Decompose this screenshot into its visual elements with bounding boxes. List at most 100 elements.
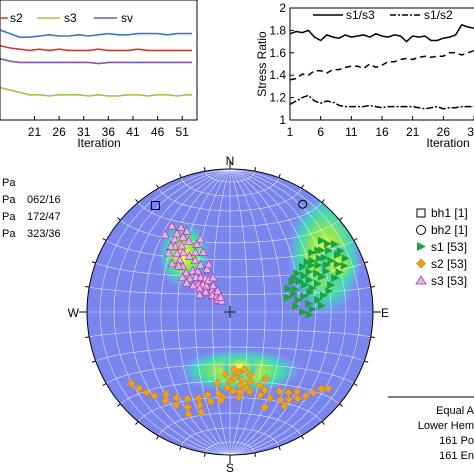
top-right-series-1 (289, 23, 474, 43)
s1-point (306, 288, 315, 297)
s3-point (195, 233, 205, 243)
top-left-x-tick-label: 31 (77, 125, 91, 139)
stereonet-tick (339, 403, 343, 407)
grid-small-circle (158, 188, 302, 212)
east-label: E (381, 306, 389, 320)
top-right-x-ticks: 161116212631 (287, 116, 474, 139)
s3-point (163, 247, 174, 257)
s2-point (309, 388, 318, 397)
grid-small-circle (180, 427, 280, 447)
legend-s3-label: s3 (64, 11, 77, 25)
s2-point (172, 400, 181, 410)
s1-point (300, 281, 309, 289)
top-left-x-tick-label: 46 (151, 125, 165, 139)
top-left-x-axis-title: Iteration (77, 136, 120, 150)
legend-bh2-marker (416, 225, 426, 235)
stereonet-tick (179, 446, 182, 451)
top-left-series-sv (0, 58, 193, 65)
summary-row-2-orientation: 062/16 (27, 194, 61, 206)
top-left-x-tick-label: 21 (28, 125, 42, 139)
s2-point (301, 391, 311, 401)
summary-row-3-orientation: 172/47 (27, 211, 61, 223)
s2-point (245, 370, 255, 379)
s3-point (178, 232, 188, 241)
s2-point (160, 396, 170, 406)
stereonet-tick (339, 217, 343, 221)
top-left-plot-lines (0, 29, 193, 97)
s3-point (178, 247, 188, 257)
legend-bh2-label: bh2 [1] (431, 223, 468, 237)
s1-point (292, 302, 301, 311)
s3-point (192, 239, 202, 248)
s3-point (188, 280, 198, 290)
top-right-y-axis-title: Stress Ratio (255, 31, 269, 97)
s3-point (177, 272, 187, 282)
s2-point (276, 395, 285, 404)
s2-point (225, 376, 235, 386)
top-left-legend: s2 s3 sv (0, 11, 133, 25)
grid-small-circle (158, 412, 302, 436)
legend-s2-label: s2 (10, 11, 23, 25)
s3-point (208, 280, 218, 290)
top-right-x-tick-label: 21 (406, 125, 420, 139)
s1-point (327, 281, 336, 289)
south-label: S (226, 461, 234, 474)
s3-point (170, 233, 180, 243)
s2-point (239, 365, 249, 374)
s1-point (307, 261, 316, 270)
s1-point (318, 301, 327, 310)
summary-row-3-unit: Pa (2, 211, 16, 223)
s1-point (284, 284, 293, 293)
s1-point (313, 279, 322, 288)
top-right-x-tick-label: 26 (437, 125, 451, 139)
info-line-3: 161 Po (439, 435, 474, 447)
stereonet-tick (179, 173, 182, 178)
top-left-x-tick-label: 26 (52, 125, 66, 139)
top-right-legend: s1/s3 s1/s2 (313, 8, 453, 22)
stereonet-tick (85, 336, 90, 339)
legend-bh1-marker (416, 208, 426, 218)
s1-point (295, 277, 304, 286)
top-right-x-tick-label: 31 (467, 125, 474, 139)
summary-row-2-unit: Pa (2, 194, 16, 206)
s3-point (193, 266, 203, 275)
s1-point (322, 267, 331, 276)
s2-point (292, 387, 302, 397)
stereonet-tick (254, 167, 257, 172)
s3-point (184, 236, 194, 245)
s2-point (149, 391, 159, 401)
s3-point (190, 255, 200, 265)
s1-point (334, 250, 342, 259)
stereonet-tick (370, 285, 375, 288)
info-line-2: Lower Hem (418, 420, 474, 432)
top-right-y-tick-label: 1 (279, 113, 286, 127)
legend-bh1-label: bh1 [1] (431, 206, 468, 220)
grid-small-circle (204, 441, 256, 453)
s2-point (196, 407, 206, 417)
legend-s1-s2-label: s1/s2 (424, 8, 453, 22)
s2-point (221, 369, 230, 379)
summary-row-1-unit: Pa (2, 177, 16, 189)
top-right-x-tick-label: 1 (287, 125, 294, 139)
grid-small-circle (120, 219, 340, 244)
top-right-chart: 11.21.41.61.82 161116212631 Stress Ratio… (255, 1, 474, 150)
stereonet-tick (364, 261, 369, 264)
s3-point (177, 240, 187, 250)
legend-s3-label: s3 [53] (431, 274, 467, 288)
top-right-series-2 (289, 94, 474, 110)
s3-point (190, 247, 200, 256)
s3-point (195, 289, 205, 299)
s2-point (195, 400, 205, 410)
stereonet-tick (353, 238, 358, 241)
bh1-point (150, 201, 160, 210)
s2-point (214, 389, 223, 398)
s1-point (325, 287, 334, 295)
top-right-plot-frame (289, 7, 474, 121)
top-right-y-tick-label: 2 (279, 1, 286, 15)
info-line-1: Equal A (436, 405, 474, 417)
s1-point (315, 254, 324, 263)
s1-point (330, 240, 339, 249)
s1-point (313, 269, 322, 278)
s2-point (255, 390, 265, 400)
top-left-x-ticks: 21 26 31 36 41 46 51 (28, 116, 189, 139)
